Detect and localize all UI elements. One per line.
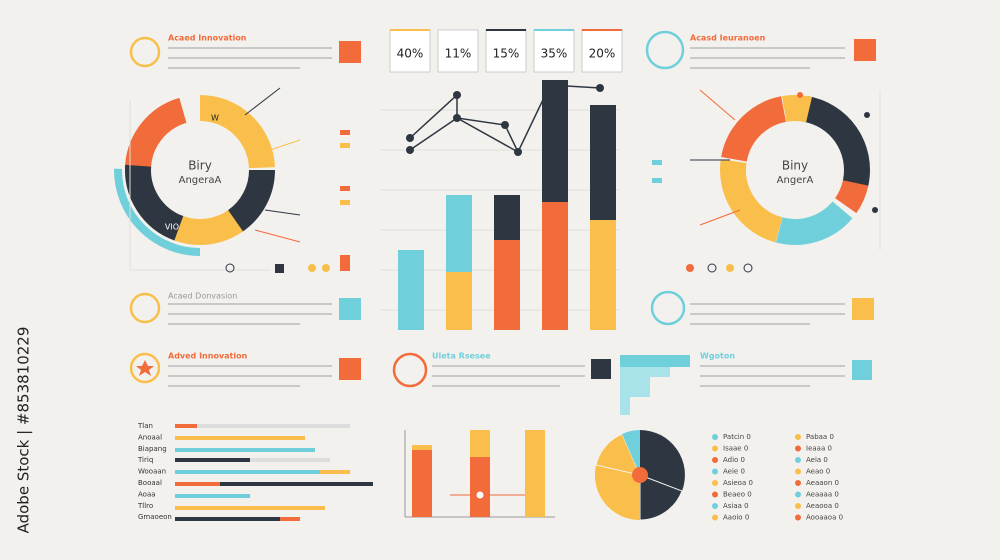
pie — [594, 430, 685, 521]
donut-subtitle: AngeraA — [179, 175, 222, 186]
bar-label: Gmaoeon — [138, 513, 172, 521]
donut-subtitle: AngerA — [777, 175, 814, 186]
legend-dot — [712, 480, 718, 486]
legend-dot — [795, 468, 801, 475]
legend-dot — [712, 445, 718, 452]
donut-title: Biny — [782, 159, 808, 173]
legend-label: Aeaaon 0 — [806, 479, 839, 487]
legend-label: Ieaaa 0 — [806, 445, 832, 453]
legend-dot — [795, 434, 801, 440]
legend-dot — [712, 434, 718, 440]
bar-list — [175, 424, 373, 521]
bar-label: Biapang — [138, 445, 167, 453]
legend-label: Asieoa 0 — [723, 479, 753, 487]
legend-label: Aeie 0 — [723, 468, 745, 476]
legend-label: Adio 0 — [723, 456, 745, 464]
legend-dot — [712, 491, 718, 498]
legend-label: Aeaaaa 0 — [806, 491, 839, 499]
legend-dot — [712, 514, 718, 521]
donut-title: Biry — [188, 159, 212, 173]
legend-dot — [712, 468, 718, 475]
bar-label: Tlan — [137, 422, 153, 430]
text-lines — [168, 47, 845, 387]
legend-label: Asiaa 0 — [723, 502, 749, 510]
legend-dot — [795, 457, 801, 463]
heading: Acasd Ieuranoen — [690, 34, 766, 43]
stat: 15% — [493, 47, 520, 61]
heading: Uleta Rsesee — [432, 352, 491, 361]
left-markers — [225, 130, 350, 273]
stat: 40% — [397, 47, 424, 61]
stat: 11% — [445, 47, 472, 61]
heading: Wgoton — [700, 352, 735, 361]
legend-label: Aeao 0 — [806, 468, 830, 476]
bar-label: Booaal — [138, 479, 162, 487]
heading: Adved Innovation — [168, 352, 248, 361]
bar-label: Wooaan — [138, 468, 166, 476]
heading: Acaed Donvasion — [168, 292, 237, 301]
step-chart — [620, 355, 690, 415]
heading: Acaed Innovation — [168, 34, 247, 43]
bar-label: Tiriq — [137, 456, 153, 464]
legend-label: Aaoio 0 — [723, 514, 749, 522]
bar-label: Tllro — [137, 502, 153, 510]
stat: 20% — [589, 47, 616, 61]
legend-label: Patcin 0 — [723, 433, 751, 441]
legend-label: Aooaaoa 0 — [806, 514, 843, 522]
legend-dot — [795, 480, 801, 486]
legend-dot — [795, 503, 801, 509]
main-chart — [380, 29, 623, 330]
legend-label: Isaae 0 — [723, 445, 748, 453]
legend-dot — [712, 457, 718, 463]
segment-label: W — [211, 114, 219, 123]
legend-label: Pabaa 0 — [806, 433, 834, 441]
legend-label: Beaeo 0 — [723, 491, 752, 499]
legend-label: Aeia 0 — [806, 456, 828, 464]
legend-dot — [795, 491, 801, 498]
watermark: Adobe Stock | #853810229 — [15, 327, 33, 534]
left-donut — [114, 84, 301, 271]
bar-label: Anoaal — [138, 433, 162, 441]
bar-label: Aoaa — [138, 490, 156, 498]
segment-label: VIO — [165, 223, 179, 232]
legend-dot — [712, 503, 718, 509]
stat: 35% — [541, 47, 568, 61]
legend-dot — [795, 445, 801, 452]
legend-label: Aeaooa 0 — [806, 502, 839, 510]
icons — [129, 30, 876, 388]
legend-dot — [795, 514, 801, 521]
column-chart — [404, 430, 555, 518]
